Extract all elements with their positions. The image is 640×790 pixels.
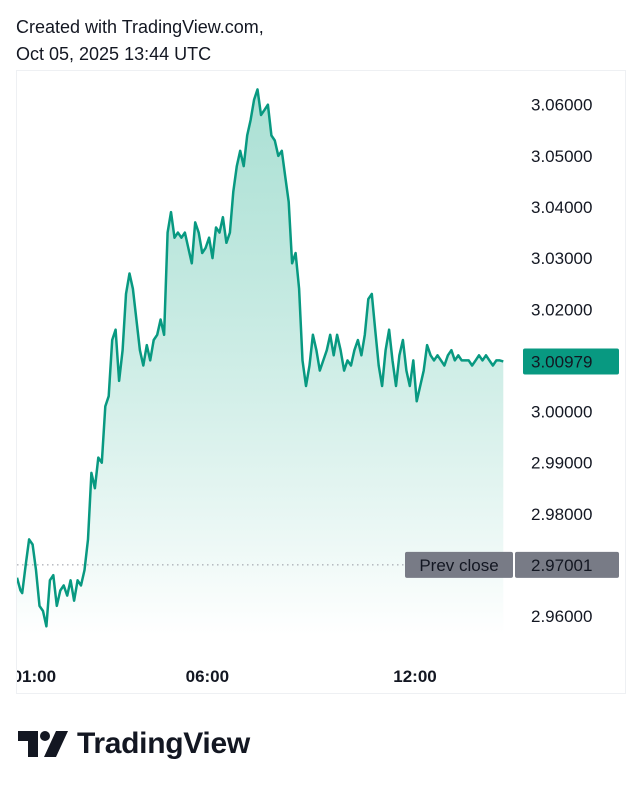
- last-price-label-bg: [523, 348, 619, 375]
- timestamp-text: Oct 05, 2025 13:44 UTC: [16, 44, 212, 64]
- price-chart: 3.060003.050003.040003.030003.020003.010…: [17, 88, 619, 686]
- y-tick-label: 3.04000: [531, 198, 592, 217]
- tradingview-logo-text: TradingView: [77, 727, 250, 760]
- y-tick-label: 3.03000: [531, 249, 592, 268]
- tradingview-logo-icon: [18, 731, 68, 757]
- y-tick-label: 3.00000: [531, 403, 592, 422]
- price-line: [17, 88, 504, 628]
- prev-close-value-bg: [515, 551, 619, 578]
- created-with-text: Created with TradingView.com,: [16, 17, 264, 37]
- prev-close-label: Prev close: [419, 556, 498, 575]
- y-tick-label: 2.99000: [531, 454, 592, 473]
- prev-close-marker: Prev close 2.97001: [405, 551, 619, 578]
- y-tick-label: 3.06000: [531, 96, 592, 115]
- last-price-marker: 3.00979: [523, 348, 619, 375]
- y-tick-label: 3.02000: [531, 300, 592, 319]
- price-area-fill: [17, 89, 504, 635]
- last-price-label: 3.00979: [531, 352, 592, 371]
- y-tick-label: 2.98000: [531, 505, 592, 524]
- prev-close-value: 2.97001: [531, 556, 592, 575]
- y-tick-label: 3.05000: [531, 147, 592, 166]
- y-tick-label: 2.96000: [531, 607, 592, 626]
- x-axis: 01:00 06:00 12:00: [17, 667, 437, 686]
- x-tick-label: 01:00: [17, 667, 56, 686]
- x-tick-label: 12:00: [393, 667, 436, 686]
- chart-frame: 3.060003.050003.040003.030003.020003.010…: [16, 70, 626, 694]
- tradingview-logo: TradingView: [18, 724, 250, 764]
- x-tick-label: 06:00: [186, 667, 229, 686]
- header: Created with TradingView.com, Oct 05, 20…: [16, 14, 264, 68]
- prev-close-label-bg: [405, 551, 513, 578]
